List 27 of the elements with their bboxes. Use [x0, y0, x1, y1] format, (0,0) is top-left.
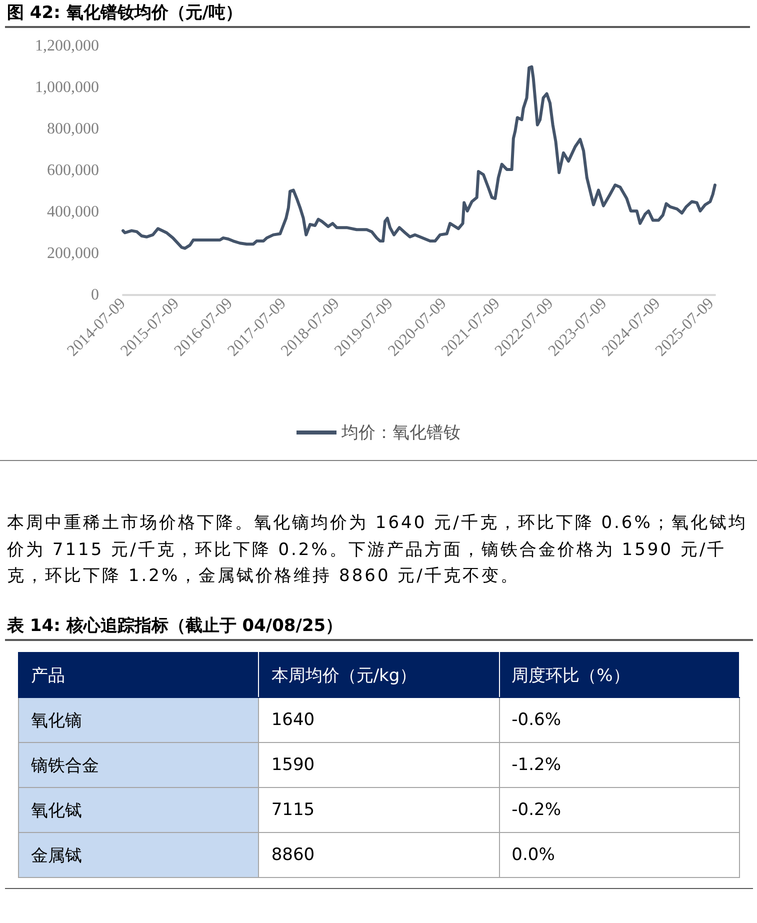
data-label: -0.6%: [499, 698, 740, 742]
y-tick-label: 600,000: [47, 162, 99, 179]
data-label: 8860: [258, 832, 500, 878]
text: 周度环比（%）: [499, 652, 740, 698]
category-label: 氧化镝: [18, 698, 259, 742]
text: 本周均价（元/kg）: [258, 652, 500, 698]
chart-title: 图 42: 氧化镨钕均价（元/吨）: [5, 0, 750, 28]
category-label: 金属铽: [18, 832, 259, 878]
text: 产品: [18, 652, 259, 698]
data-label: -0.2%: [499, 788, 740, 832]
data-label: 7115: [258, 788, 500, 832]
data-label: -1.2%: [499, 742, 740, 788]
y-tick-label: 0: [91, 286, 99, 304]
data-label: 1640: [258, 698, 500, 742]
legend-label: 均价：氧化镨钕: [340, 423, 460, 442]
line-series: [122, 65, 716, 250]
text: 表 14: 核心追踪指标（截止于 04/08/25）: [5, 613, 753, 641]
y-tick-label: 200,000: [47, 245, 99, 262]
y-tick-label: 1,000,000: [35, 79, 99, 96]
data-label: 1590: [258, 742, 500, 788]
y-tick-label: 400,000: [47, 204, 99, 220]
y-tick-label: 800,000: [47, 120, 99, 138]
y-tick-label: 1,200,000: [35, 38, 99, 54]
category-label: 镝铁合金: [18, 742, 259, 788]
text: 本周中重稀土市场价格下降。氧化镝均价为 1640 元/千克，环比下降 0.6%；氧化铽均价为 7115 元/千克，环比下降 0.2%。下游产品方面，镝铁合金价格为 1590 元/千克，环比下降 1.2%，金属铽价格维持 8860 元/千克不变。: [7, 512, 748, 588]
data-label: 0.0%: [499, 832, 740, 878]
category-label: 氧化铽: [18, 788, 259, 832]
